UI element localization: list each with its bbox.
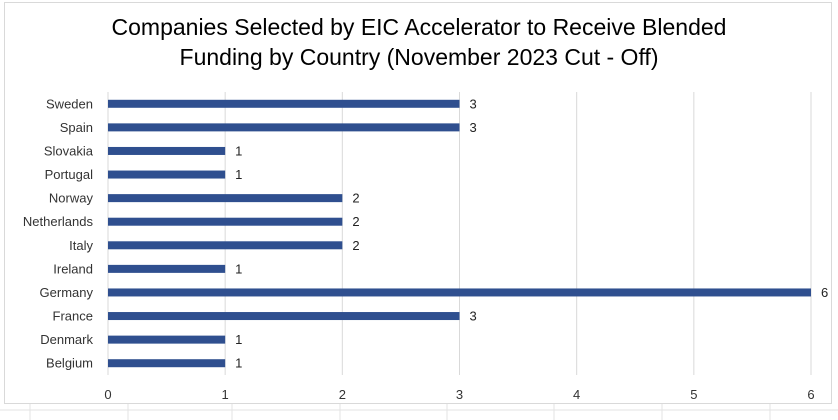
data-label: 3 xyxy=(470,309,477,324)
data-label: 3 xyxy=(470,96,477,111)
bar-portugal xyxy=(108,170,226,179)
bar-belgium xyxy=(108,359,226,368)
data-label: 1 xyxy=(235,356,242,371)
x-tick-label: 6 xyxy=(807,387,814,402)
category-label: Ireland xyxy=(53,261,93,276)
category-label: Netherlands xyxy=(23,214,94,229)
data-label: 2 xyxy=(352,214,359,229)
category-label: Belgium xyxy=(46,356,93,371)
data-label: 1 xyxy=(235,167,242,182)
chart-frame xyxy=(4,2,832,404)
category-labels: Sweden Spain Slovakia Portugal Norway Netherl… xyxy=(23,96,94,370)
category-label: Germany xyxy=(40,285,94,300)
x-tick-label: 2 xyxy=(339,387,346,402)
data-label: 2 xyxy=(352,191,359,206)
bar-italy xyxy=(108,241,343,250)
bar-netherlands xyxy=(108,217,343,226)
data-label: 1 xyxy=(235,332,242,347)
bar-ireland xyxy=(108,264,226,273)
category-label: Denmark xyxy=(40,332,93,347)
category-label: Italy xyxy=(69,238,93,253)
data-label: 3 xyxy=(470,120,477,135)
chart-title-line-1: Companies Selected by EIC Accelerator to… xyxy=(111,14,727,40)
chart-title-line-2: Funding by Country (November 2023 Cut - … xyxy=(179,44,659,70)
category-label: Spain xyxy=(60,120,93,135)
x-tick-label: 0 xyxy=(104,387,111,402)
x-tick-label: 3 xyxy=(456,387,463,402)
data-label: 1 xyxy=(235,143,242,158)
gridlines xyxy=(107,92,812,375)
category-label: Sweden xyxy=(46,96,93,111)
x-tick-label: 5 xyxy=(690,387,697,402)
bar-spain xyxy=(108,123,460,132)
bar-slovakia xyxy=(108,146,226,155)
bars xyxy=(108,99,811,368)
data-labels: 3 3 1 1 2 2 2 1 6 3 1 1 xyxy=(235,96,828,370)
data-label: 1 xyxy=(235,261,242,276)
bar-sweden xyxy=(108,99,460,108)
x-tick-label: 4 xyxy=(573,387,580,402)
x-tick-label: 1 xyxy=(222,387,229,402)
chart-title: Companies Selected by EIC Accelerator to… xyxy=(0,12,838,72)
data-label: 6 xyxy=(821,285,828,300)
x-tick-labels: 0 1 2 3 4 5 6 xyxy=(104,387,814,402)
category-label: Norway xyxy=(49,191,94,206)
bar-france xyxy=(108,312,460,321)
category-label: Portugal xyxy=(45,167,94,182)
bar-norway xyxy=(108,194,343,203)
data-label: 2 xyxy=(352,238,359,253)
category-label: Slovakia xyxy=(44,143,94,158)
bar-denmark xyxy=(108,335,226,344)
category-label: France xyxy=(53,309,93,324)
bar-germany xyxy=(108,288,811,297)
